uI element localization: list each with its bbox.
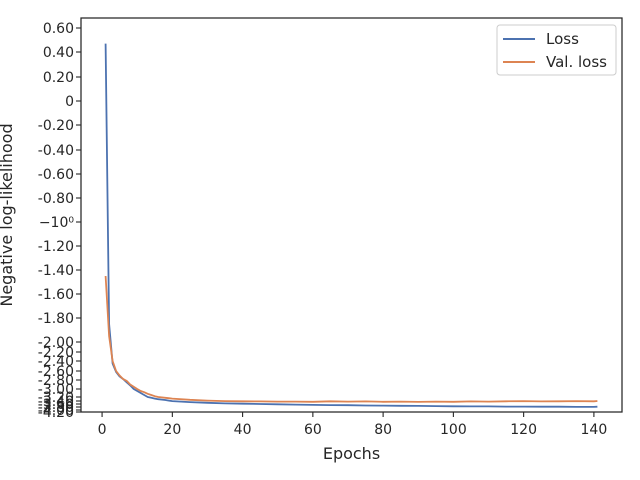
y-tick-label: -2.60 [38, 364, 74, 380]
x-tick-label: 140 [581, 422, 608, 438]
x-tick-label: 60 [304, 422, 322, 438]
y-tick-label: 0.60 [43, 21, 74, 37]
legend: Loss Val. loss [496, 24, 617, 76]
x-tick-label: 80 [374, 422, 392, 438]
plot-frame [80, 17, 623, 413]
y-tick-label: -3.00 [38, 382, 74, 398]
y-tick-label: -4.20 [38, 405, 74, 421]
y-tick-label: -3.80 [38, 400, 74, 416]
series-line-loss [104, 43, 598, 408]
y-tick-label: -1.40 [38, 263, 74, 279]
y-tick-label: -3.60 [38, 397, 74, 413]
y-tick-label: -0.80 [38, 191, 74, 207]
y-tick-label: -3.20 [38, 390, 74, 406]
y-axis-label: Negative log-likelihood [0, 123, 16, 306]
x-tick-label: 20 [163, 422, 181, 438]
y-tick-label: -1.20 [38, 239, 74, 255]
legend-label-loss: Loss [546, 30, 579, 48]
series-line-val-loss [104, 275, 598, 403]
y-tick-label: -2.80 [38, 373, 74, 389]
y-tick-label: -3.40 [38, 394, 74, 410]
y-tick-label: 0.40 [43, 45, 74, 61]
y-tick-label: -2.20 [38, 345, 74, 361]
legend-label-val-loss: Val. loss [546, 53, 607, 71]
y-tick-label: -1.80 [38, 311, 74, 327]
x-tick-label: 40 [234, 422, 252, 438]
y-tick-label: -0.40 [38, 143, 74, 159]
x-tick-label: 100 [440, 422, 467, 438]
y-tick-label: 0 [65, 94, 74, 110]
y-tick-label: -4.00 [38, 403, 74, 419]
y-tick-label: -2.40 [38, 354, 74, 370]
y-tick-label: 0.20 [43, 70, 74, 86]
y-tick-label: −10⁰ [39, 215, 75, 231]
y-tick-label: -0.60 [38, 167, 74, 183]
y-tick-label: -0.20 [38, 118, 74, 134]
series-layer [104, 43, 598, 408]
x-axis-label: Epochs [323, 444, 380, 463]
x-axis-ticks: 0 20 40 60 80 100 120 140 [98, 412, 608, 438]
x-tick-label: 0 [98, 422, 107, 438]
y-axis-ticks: 0.60 0.40 0.20 0 -0.20 -0.40 -0.60 -0.80 −10⁰ -1.… [38, 21, 81, 421]
y-tick-label: -1.60 [38, 287, 74, 303]
y-tick-label: -2.00 [38, 335, 74, 351]
x-tick-label: 120 [510, 422, 537, 438]
